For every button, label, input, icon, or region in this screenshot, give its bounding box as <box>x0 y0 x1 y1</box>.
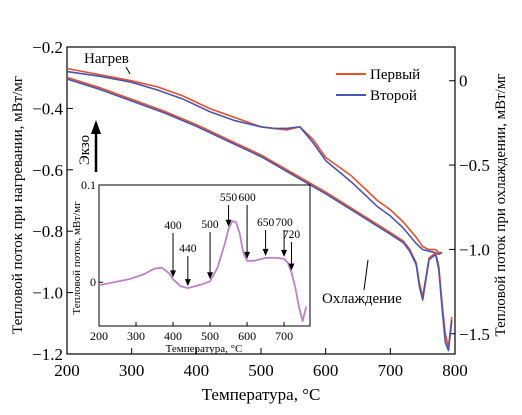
inset-series <box>98 220 308 323</box>
inset-frame <box>98 184 311 327</box>
inset-x-tick-label-500: 500 <box>201 329 219 343</box>
x-tick-label-600: 600 <box>313 361 339 380</box>
inset-marker-label-550: 550 <box>220 192 238 204</box>
main-grid-ticks: 200 300 400 500 600 700 800 −0.2 −0.4 −0.6 −0.8 −1.… <box>32 38 490 380</box>
right-y-tick-label-0: 0 <box>459 72 468 91</box>
heating-label: Нагрев <box>84 51 129 67</box>
inset-x-tick-label-300: 300 <box>127 329 145 343</box>
left-y-tick-label-minus-1-2: −1.2 <box>32 345 63 364</box>
x-tick-label-200: 200 <box>54 361 80 380</box>
heating-pointer <box>125 66 131 75</box>
left-y-tick-label-minus-0-4: −0.4 <box>32 99 63 118</box>
left-y-tick-label-minus-0-2: −0.2 <box>32 38 63 57</box>
inset-marker-label-700: 700 <box>275 217 293 229</box>
inset-marker-label-440: 440 <box>179 243 197 255</box>
series-cooling-second-line <box>66 78 453 352</box>
right-y-tick-label-minus-1-0: −1.0 <box>459 240 490 259</box>
left-y-tick-label-minus-0-8: −0.8 <box>32 222 63 241</box>
inset-marker-head-400 <box>170 270 177 278</box>
exo-indicator: Экзо <box>77 120 101 172</box>
inset-marker-label-600: 600 <box>238 192 256 204</box>
inset-marker-head-600 <box>244 251 251 259</box>
main-series <box>66 67 453 352</box>
series-heating-first-line <box>66 67 443 254</box>
left-y-tick-label-minus-0-6: −0.6 <box>32 161 63 180</box>
x-axis-title: Температура, °C <box>202 385 321 404</box>
inset-marker-head-550 <box>225 219 232 227</box>
x-tick-label-800: 800 <box>442 361 468 380</box>
inset-y-tick-label-0: 0 <box>90 275 96 289</box>
legend-label-second: Второй <box>370 88 417 104</box>
inset-marker-head-500 <box>207 272 214 280</box>
inset-marker-head-720 <box>288 263 295 271</box>
inset-marker-head-440 <box>184 279 191 287</box>
left-y-tick-label-minus-1-0: −1.0 <box>32 284 63 303</box>
right-y-tick-label-minus-0-5: −0.5 <box>459 156 490 175</box>
inset-marker-head-700 <box>281 249 288 257</box>
inset-marker-label-720: 720 <box>283 229 301 241</box>
exo-label: Экзо <box>77 135 93 165</box>
inset-marker-label-400: 400 <box>164 220 182 232</box>
inset-x-axis-title: Температура, °C <box>166 343 243 355</box>
x-tick-label-500: 500 <box>248 361 274 380</box>
cooling-label: Охлаждение <box>322 291 402 307</box>
x-tick-label-700: 700 <box>378 361 404 380</box>
inset-ticks: 200 300 400 500 600 700 0 0.1 <box>81 178 293 343</box>
left-axis-title: Тепловой поток при нагревании, мВт/мг <box>10 76 26 334</box>
legend-label-first: Первый <box>370 67 420 83</box>
inset-y-tick-label-0-1: 0.1 <box>81 178 96 192</box>
inset-y-axis-title: Тепловой поток, мВт/мг <box>71 201 83 315</box>
inset-series-line <box>98 220 308 323</box>
inset-x-tick-label-400: 400 <box>164 329 182 343</box>
inset-marker-head-650 <box>262 248 269 256</box>
x-tick-label-400: 400 <box>184 361 210 380</box>
inset-marker-label-650: 650 <box>257 217 275 229</box>
cooling-pointer <box>363 259 369 291</box>
right-y-tick-label-minus-1-5: −1.5 <box>459 325 490 344</box>
exo-arrow-head <box>91 120 101 134</box>
right-axis-title: Тепловой поток при охлаждении, мВт/мг <box>493 74 509 337</box>
inset-marker-label-500: 500 <box>201 219 219 231</box>
legend: Первый Второй <box>336 67 420 104</box>
inset-x-tick-label-600: 600 <box>238 329 256 343</box>
x-tick-label-300: 300 <box>119 361 145 380</box>
inset-x-tick-label-700: 700 <box>275 329 293 343</box>
inset-x-tick-label-200: 200 <box>90 329 108 343</box>
series-heating-second-line <box>66 70 443 255</box>
